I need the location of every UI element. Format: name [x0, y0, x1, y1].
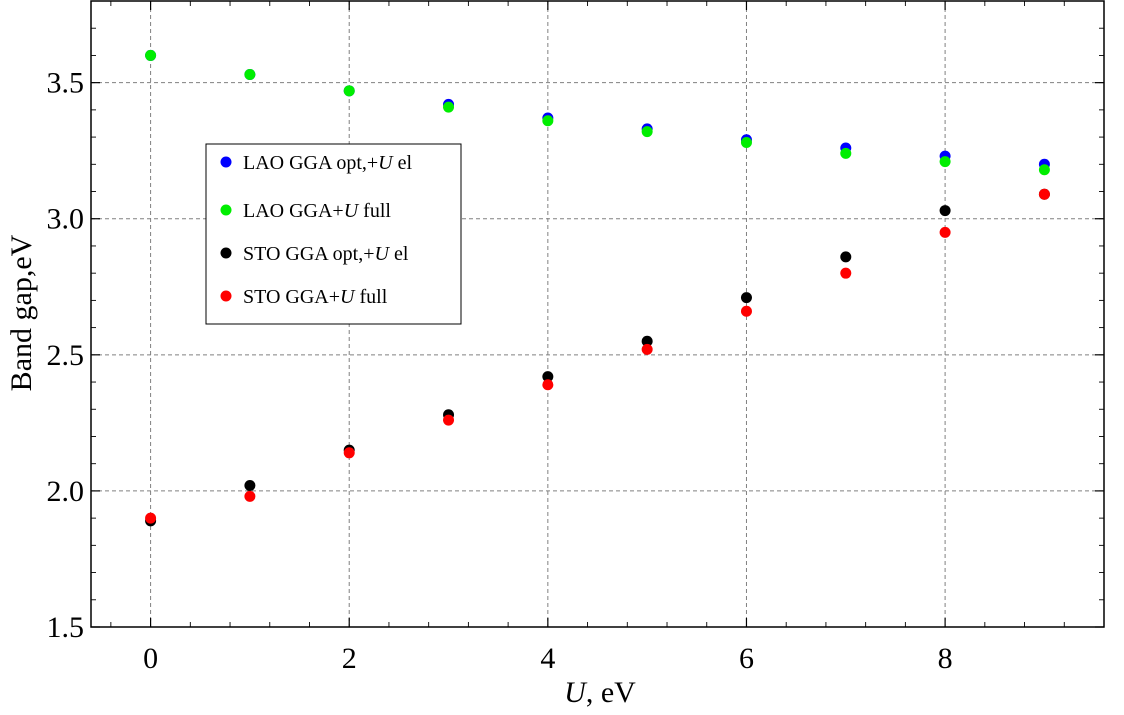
y-tick-label: 1.5	[47, 611, 85, 644]
data-point-series-2	[244, 479, 256, 491]
axis-ticks: 0 2 4 6 8 1.5 2.0 2.5 3.0 3.5	[47, 1, 1104, 675]
x-tick-label: 0	[143, 642, 158, 675]
data-point-series-2	[641, 335, 653, 347]
legend-marker-0	[220, 156, 232, 168]
data-point-series-2	[740, 292, 752, 304]
data-points	[145, 49, 1050, 527]
x-tick-label: 4	[540, 642, 555, 675]
legend-marker-3	[220, 290, 232, 302]
data-point-series-2	[542, 371, 554, 383]
data-point-series-1	[443, 101, 455, 113]
data-point-series-1	[1038, 164, 1050, 176]
x-tick-label: 8	[938, 642, 953, 675]
data-point-series-1	[740, 137, 752, 149]
y-axis-title: Band gap,eV	[5, 234, 38, 391]
data-point-series-3	[343, 447, 355, 459]
data-point-series-3	[244, 490, 256, 502]
legend-label-2: STO GGA opt,+U el	[243, 243, 409, 265]
data-point-series-3	[641, 343, 653, 355]
data-point-series-1	[343, 85, 355, 97]
legend-marker-1	[220, 204, 232, 216]
x-tick-label: 2	[342, 642, 357, 675]
y-tick-label: 2.5	[47, 339, 85, 372]
data-point-series-3	[1038, 188, 1050, 200]
data-point-series-2	[939, 205, 951, 217]
x-axis-title: U, eV	[564, 676, 636, 709]
legend-box	[205, 143, 462, 325]
y-tick-label: 3.0	[47, 203, 85, 236]
data-point-series-3	[740, 305, 752, 317]
data-point-series-3	[542, 379, 554, 391]
data-point-series-1	[542, 115, 554, 127]
y-tick-label: 2.0	[47, 475, 85, 508]
legend-marker-2	[220, 247, 232, 259]
data-point-series-1	[840, 147, 852, 159]
legend-label-1: LAO GGA+U full	[243, 200, 391, 222]
legend-label-3: STO GGA+U full	[243, 286, 388, 308]
data-point-series-3	[840, 267, 852, 279]
legend-label-0: LAO GGA opt,+U el	[243, 152, 413, 174]
data-point-series-1	[641, 126, 653, 138]
legend: LAO GGA opt,+U el LAO GGA+U full STO GGA o…	[205, 143, 462, 325]
data-point-series-3	[145, 512, 157, 524]
data-point-series-1	[939, 156, 951, 168]
y-tick-label: 3.5	[47, 67, 85, 100]
data-point-series-1	[244, 68, 256, 80]
plot-frame	[90, 0, 1105, 628]
data-point-series-1	[145, 49, 157, 61]
data-point-series-3	[443, 414, 455, 426]
data-point-series-2	[840, 251, 852, 263]
x-tick-label: 6	[739, 642, 754, 675]
data-point-series-3	[939, 226, 951, 238]
